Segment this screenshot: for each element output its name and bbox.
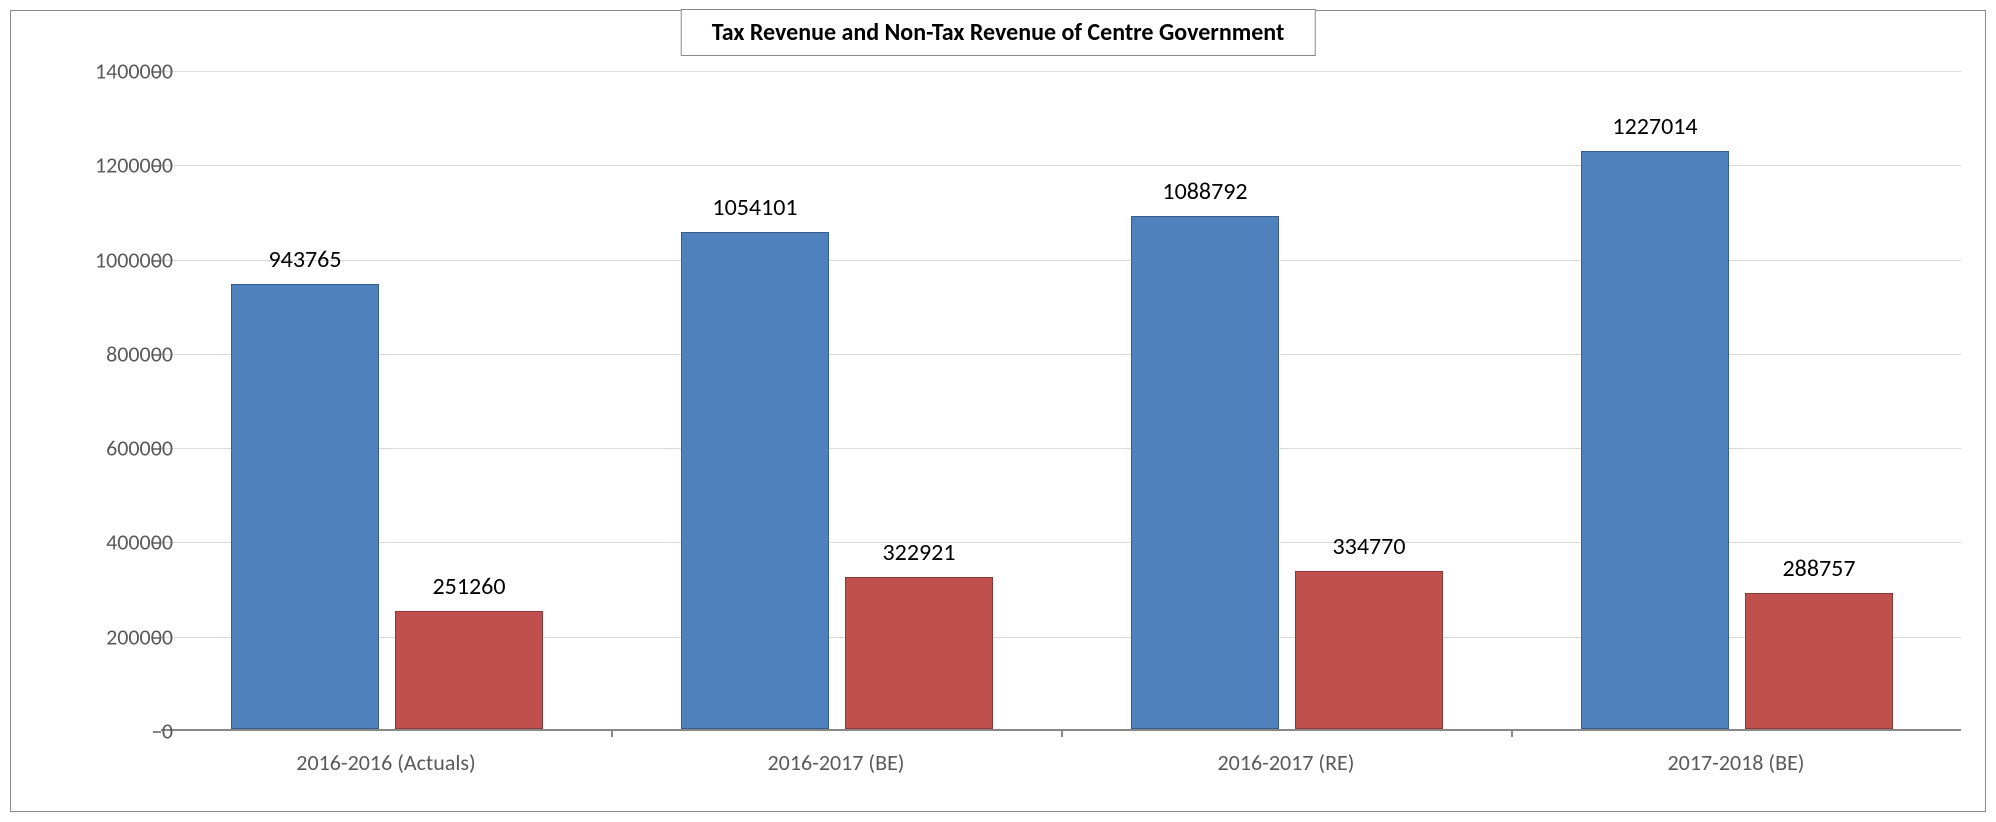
x-tick-mark (1511, 729, 1513, 737)
x-axis-label: 2016-2017 (RE) (1218, 749, 1355, 776)
x-tick-mark (1061, 729, 1063, 737)
y-axis-label: 1200000 (43, 152, 173, 179)
bar-non-tax-revenue (395, 611, 543, 729)
x-axis-label: 2016-2016 (Actuals) (296, 749, 475, 776)
bar-value-label: 251260 (433, 572, 506, 601)
bar-tax-revenue (681, 232, 829, 729)
chart-container: Tax Revenue and Non-Tax Revenue of Centr… (10, 10, 1986, 812)
bar-tax-revenue (1581, 151, 1729, 729)
bar-value-label: 1227014 (1612, 112, 1697, 141)
y-axis-label: 600000 (43, 435, 173, 462)
x-axis-label: 2017-2018 (BE) (1668, 749, 1805, 776)
bar-value-label: 322921 (883, 538, 956, 567)
x-tick-mark (611, 729, 613, 737)
bar-non-tax-revenue (845, 577, 993, 729)
y-axis-label: 1000000 (43, 246, 173, 273)
bar-tax-revenue (231, 284, 379, 729)
bar-value-label: 334770 (1333, 532, 1406, 561)
chart-title: Tax Revenue and Non-Tax Revenue of Centr… (681, 9, 1316, 56)
bar-value-label: 1088792 (1162, 177, 1247, 206)
bar-value-label: 288757 (1783, 554, 1856, 583)
bar-tax-revenue (1131, 216, 1279, 729)
bar-value-label: 943765 (269, 245, 342, 274)
gridline (161, 71, 1961, 72)
y-axis-label: 800000 (43, 340, 173, 367)
x-axis-label: 2016-2017 (BE) (768, 749, 905, 776)
bar-non-tax-revenue (1745, 593, 1893, 729)
y-axis-label: 400000 (43, 529, 173, 556)
y-axis-label: 0 (43, 718, 173, 745)
bar-value-label: 1054101 (712, 193, 797, 222)
plot-area: 943765 251260 1054101 322921 1088792 334770 12… (161, 71, 1961, 731)
bar-non-tax-revenue (1295, 571, 1443, 729)
y-axis-label: 1400000 (43, 58, 173, 85)
y-axis-label: 200000 (43, 623, 173, 650)
